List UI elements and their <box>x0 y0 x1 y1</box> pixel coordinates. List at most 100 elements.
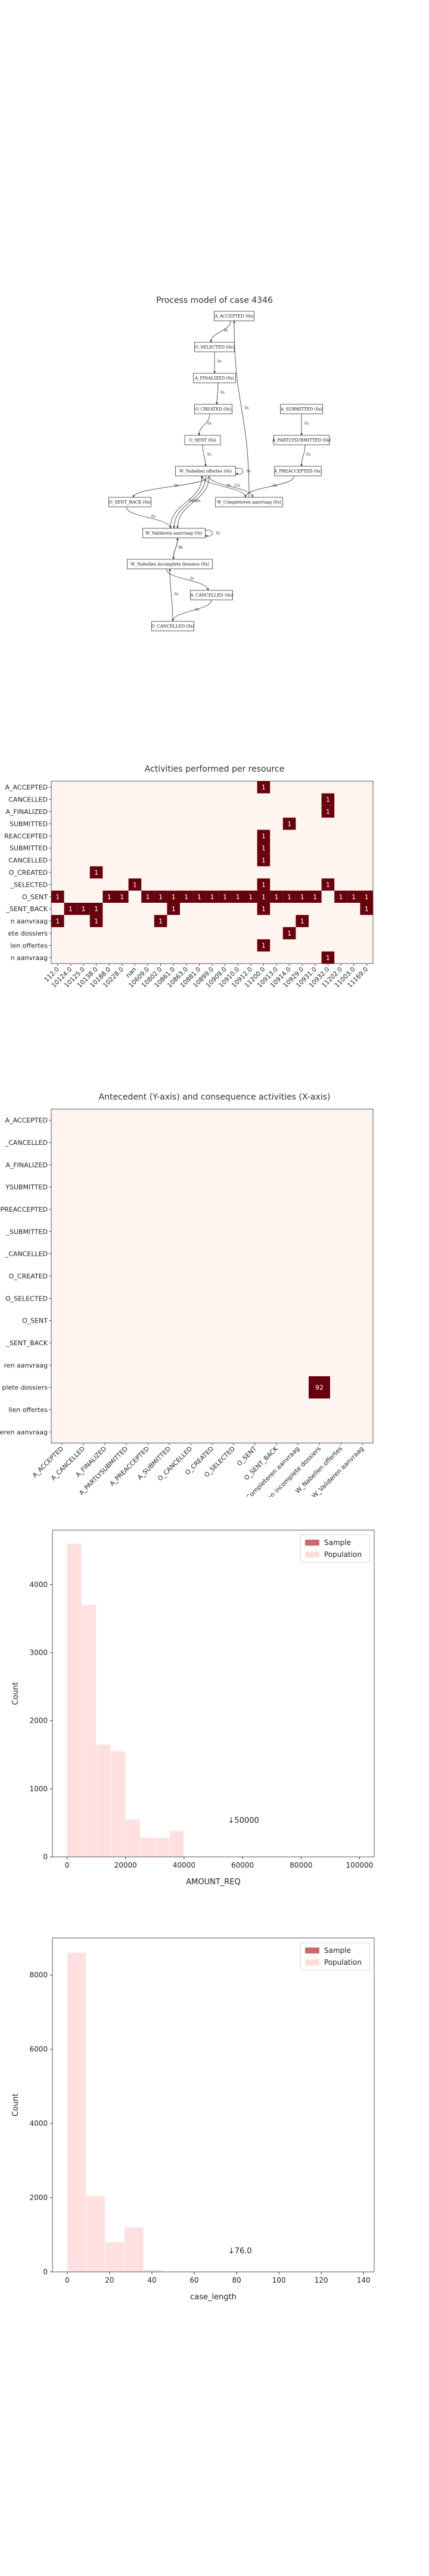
x-tick-label: 40000 <box>173 1861 195 1869</box>
graph-edge: 0s <box>213 352 222 374</box>
heatmap-background <box>51 781 374 964</box>
heatmap-cell <box>282 927 296 940</box>
heatmap-cell-value: 1 <box>236 893 240 901</box>
svg-text:O_SENT (0s): O_SENT (0s) <box>189 438 216 443</box>
heatmap-cell-value: 1 <box>94 869 98 877</box>
heatmap-row-label: _CANCELLED <box>5 1250 48 1258</box>
svg-text:A_PARTLYSUBMITTED (0s): A_PARTLYSUBMITTED (0s) <box>272 438 331 443</box>
graph-edge: 0s <box>244 475 295 498</box>
heatmap-cell <box>231 890 244 903</box>
svg-text:A_ACCEPTED (0s): A_ACCEPTED (0s) <box>214 314 254 319</box>
sample-value-annotation: ↓76.0 <box>228 2247 252 2256</box>
svg-text:O_SELECTED (0s): O_SELECTED (0s) <box>195 345 234 350</box>
x-tick-label: 100000 <box>346 1861 374 1869</box>
histogram-bar <box>105 2242 125 2272</box>
process-model-panel: Process model of case 4346 A_ACCEPTED (0… <box>0 0 429 668</box>
heatmap-row-label: eren aanvraag <box>0 1428 48 1436</box>
heatmap-cell <box>167 903 180 915</box>
heatmap-cell-value: 1 <box>262 857 266 865</box>
heatmap-cell-value: 1 <box>275 893 279 901</box>
svg-text:0s: 0s <box>175 592 179 596</box>
heatmap-cell-value: 1 <box>94 918 98 925</box>
process-graph: A_ACCEPTED (0s) O_SELECTED (0s) A_FINALIZE… <box>108 311 331 631</box>
heatmap-row-label: A_ACCEPTED <box>5 784 48 791</box>
svg-text:0s: 0s <box>193 499 197 503</box>
heatmap-row-label: O_CREATED <box>9 869 48 877</box>
svg-text:9s: 9s <box>227 484 231 488</box>
amount-histogram-panel: 0 20000 40000 60000 80000 100000 0 1000 2000 3000… <box>0 1509 429 1914</box>
graph-node-o-created: O_CREATED (0s) <box>194 404 232 414</box>
heatmap-row-label: CANCELLED <box>8 796 48 804</box>
heatmap-row-label: O_SELECTED <box>5 1295 48 1302</box>
heatmap-cell-value: 1 <box>146 893 150 901</box>
graph-node-a-cancelled: A_CANCELLED (0s) <box>189 590 233 600</box>
svg-text:0s: 0s <box>220 391 225 395</box>
histogram-bar <box>140 1838 155 1857</box>
heatmap-cell-value: 1 <box>326 808 330 816</box>
heatmap-cell <box>116 890 129 903</box>
sample-value-annotation: ↓50000 <box>228 1816 259 1825</box>
heatmap-cell-value: 1 <box>69 905 73 913</box>
heatmap-row-label: O_SENT <box>22 1317 48 1325</box>
heatmap-cell-value: 1 <box>262 942 266 949</box>
graph-edge: 0s <box>166 568 209 591</box>
case-length-histogram: 0 20 40 60 80 100 120 140 0 2000 4000 6000 8000 case_… <box>11 1937 375 2302</box>
heatmap-cell-value: 1 <box>262 881 266 888</box>
heatmap-cell <box>321 793 335 806</box>
heatmap-row-label: _SENT_BACK <box>5 1339 48 1347</box>
x-tick-label: 100 <box>272 2276 286 2284</box>
graph-node-a-preaccepted: A_PREACCEPTED (0s) <box>273 466 322 476</box>
heatmap-cell <box>270 890 283 903</box>
graph-node-o-sent: O_SENT (0s) <box>184 435 221 445</box>
graph-edge: 0s <box>300 444 310 467</box>
graph-edge: 0s <box>126 506 172 529</box>
heatmap-row-label: O_CREATED <box>9 1272 48 1280</box>
heatmap-cell <box>257 890 271 903</box>
y-tick-label: 6000 <box>29 2045 48 2054</box>
histogram-bar <box>67 1543 82 1857</box>
y-axis-label: Count <box>11 2094 20 2117</box>
histogram-bar <box>169 1831 184 1857</box>
x-tick-label: 60 <box>189 2276 198 2284</box>
heatmap-cell <box>257 939 271 952</box>
heatmap-row-label: plete dossiers <box>2 1384 48 1392</box>
svg-text:A_SUBMITTED (0s): A_SUBMITTED (0s) <box>280 407 323 412</box>
graph-edge: 0s <box>172 599 212 622</box>
heatmap-cell <box>360 890 373 903</box>
x-tick-label: 120 <box>315 2276 328 2284</box>
graph-edge: 0s <box>233 320 250 498</box>
transition-heatmap-title: Antecedent (Y-axis) and consequence acti… <box>98 1092 331 1102</box>
heatmap-cell-value: 1 <box>223 893 227 901</box>
graph-edge: 0s <box>198 413 212 436</box>
x-tick-label: 80 <box>232 2276 241 2284</box>
transition-heatmap: 92 A_ACCEPTED _CANCELLED A_FINALIZED YSUBMIT… <box>0 1109 374 1497</box>
graph-edge: 0s <box>173 537 182 560</box>
svg-text:0s: 0s <box>245 406 249 410</box>
svg-text:0s: 0s <box>273 484 277 488</box>
graph-edge: 22s <box>209 475 254 498</box>
graph-edge: 0s <box>170 475 203 529</box>
heatmap-row-label: ete dossiers <box>8 930 48 937</box>
svg-text:W_Completeren aanvraag (0s): W_Completeren aanvraag (0s) <box>217 500 281 505</box>
graph-edge: 9s <box>201 475 246 498</box>
svg-text:22s: 22s <box>234 484 241 488</box>
heatmap-cell-value: 1 <box>184 893 188 901</box>
legend-label: Sample <box>324 1946 351 1955</box>
resource-heatmap: 1 1 1 1 1 1 1 1 1 1 1 1 1 1 1 1 1 1 1 1 1 1 1 1 1 1 1 1 1 1 1 1 1 1 1 1 1 1 1 1… <box>4 781 374 989</box>
heatmap-row-label: A_FINALIZED <box>5 1161 48 1169</box>
svg-text:0s: 0s <box>197 499 201 503</box>
resource-heatmap-title: Activities performed per resource <box>144 764 285 774</box>
svg-text:0s: 0s <box>247 469 251 473</box>
heatmap-cell-value: 1 <box>107 893 111 901</box>
svg-text:0s: 0s <box>179 546 183 550</box>
x-tick-label: 140 <box>357 2276 371 2284</box>
heatmap-cell-value: 1 <box>210 893 214 901</box>
svg-text:0s: 0s <box>195 608 200 612</box>
heatmap-column-label: A_PREACCEPTED <box>108 1445 151 1488</box>
heatmap-cell <box>51 915 64 927</box>
heatmap-cell-value: 1 <box>313 893 317 901</box>
heatmap-row-label: PREACCEPTED <box>0 1206 48 1213</box>
svg-text:A_CANCELLED (0s): A_CANCELLED (0s) <box>189 593 233 598</box>
svg-text:0s: 0s <box>151 515 156 519</box>
svg-text:W_Nabellen offertes (0s): W_Nabellen offertes (0s) <box>179 469 232 474</box>
